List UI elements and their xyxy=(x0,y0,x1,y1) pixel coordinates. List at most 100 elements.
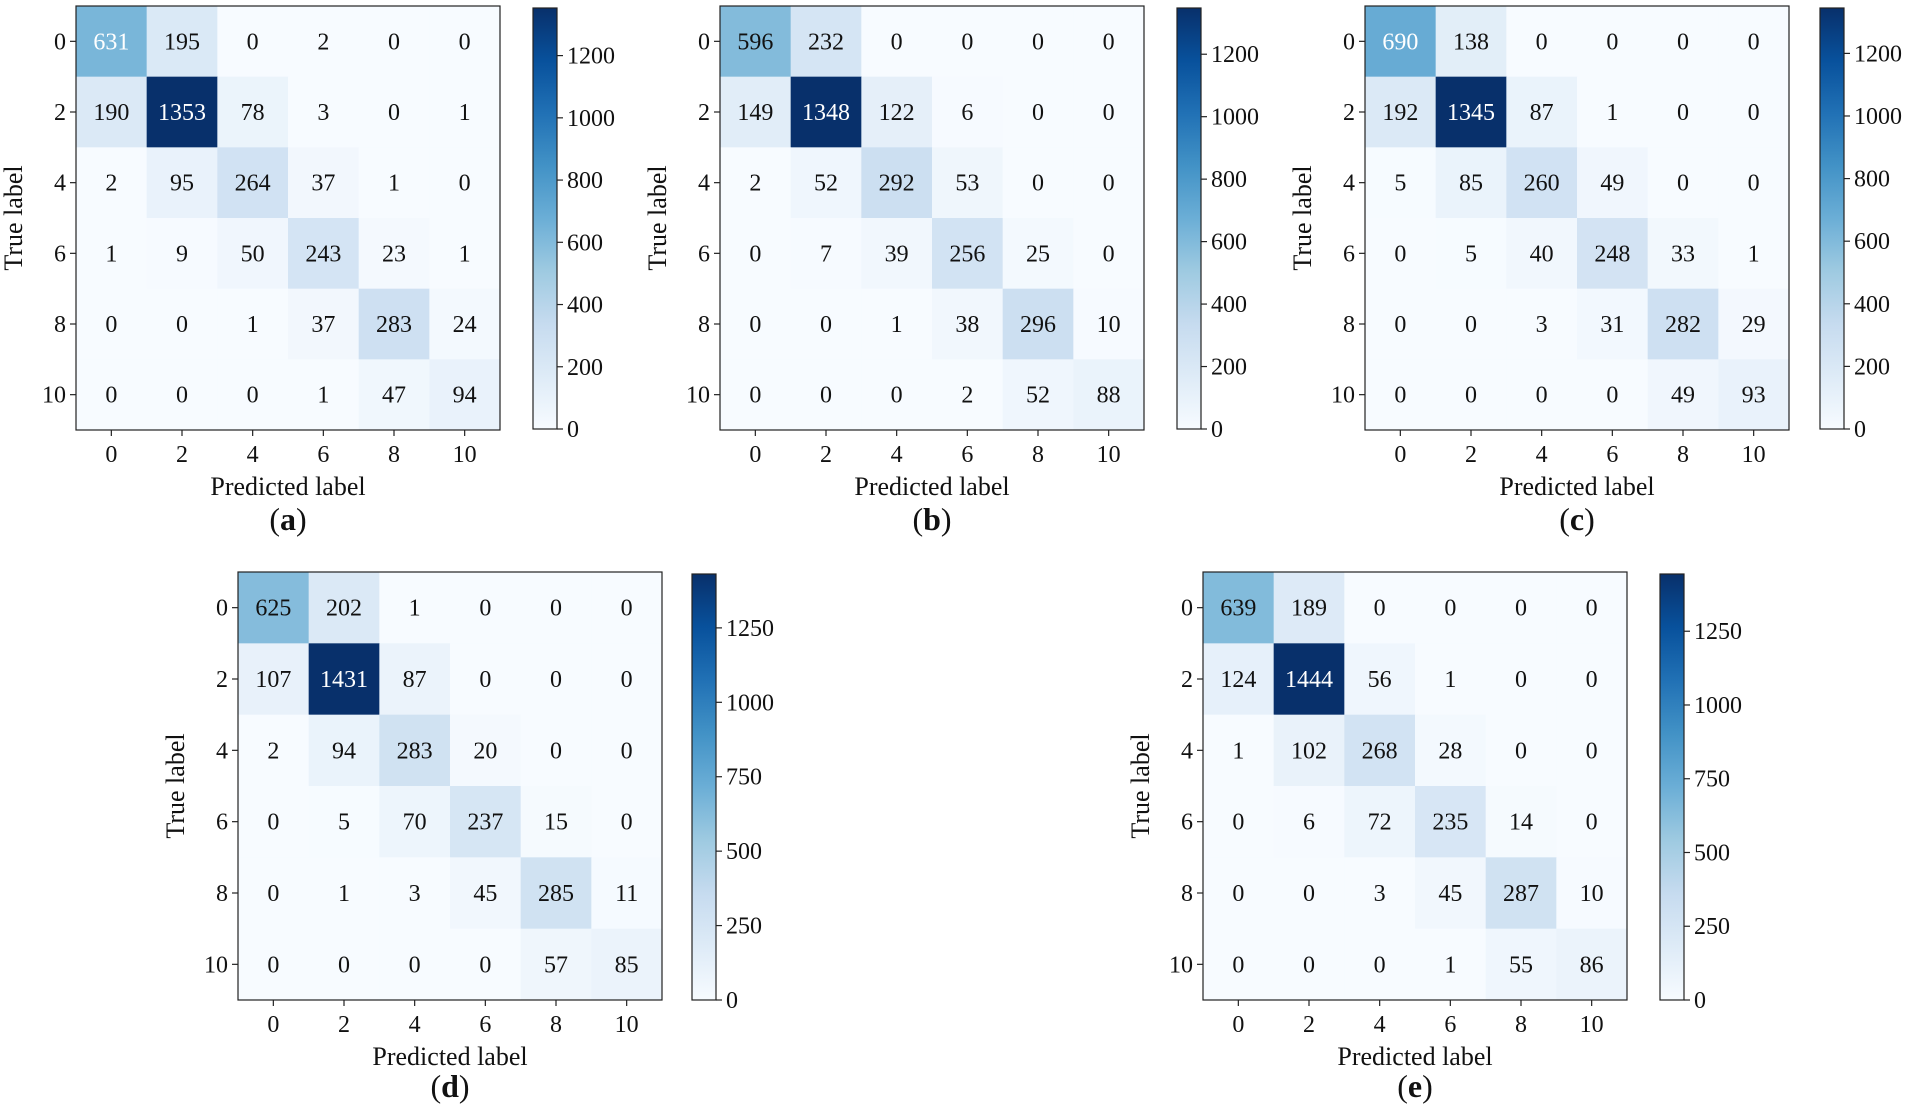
x-tick-label: 6 xyxy=(479,1012,491,1038)
cell-value-label: 0 xyxy=(176,312,188,338)
heatmap-cell xyxy=(308,714,380,787)
cell-value-label: 56 xyxy=(1368,667,1392,693)
heatmap-cell xyxy=(1577,147,1649,219)
heatmap-cell xyxy=(308,643,380,716)
heatmap-cell xyxy=(217,288,289,360)
cell-value-label: 6 xyxy=(961,100,973,126)
cell-value-label: 57 xyxy=(544,952,568,978)
colorbar-tick-label: 800 xyxy=(1854,167,1890,193)
heatmap-cell xyxy=(1073,288,1145,360)
heatmap-cell xyxy=(1344,572,1416,644)
heatmap-cell xyxy=(1647,6,1719,78)
heatmap-cell xyxy=(1073,76,1145,148)
colorbar-tick-label: 600 xyxy=(1854,229,1890,255)
y-tick-label: 0 xyxy=(698,29,710,55)
colorbar-tick-label: 1250 xyxy=(726,616,774,642)
cell-value-label: 1 xyxy=(459,241,471,267)
heatmap-cell xyxy=(1203,572,1275,644)
heatmap-cell xyxy=(1203,786,1275,858)
heatmap-cell xyxy=(1647,288,1719,360)
cell-value-label: 52 xyxy=(814,171,838,197)
heatmap-cell xyxy=(1647,76,1719,148)
heatmap-cell xyxy=(1718,76,1790,148)
heatmap-cell xyxy=(1002,147,1074,219)
x-tick-label: 8 xyxy=(1677,442,1689,468)
heatmap-cell xyxy=(217,147,289,219)
heatmap-cell xyxy=(591,786,663,858)
colorbar-tick-label: 1000 xyxy=(1854,104,1902,130)
cell-value-label: 1 xyxy=(459,100,471,126)
cell-value-label: 260 xyxy=(1524,171,1560,197)
heatmap-cell xyxy=(861,76,933,148)
heatmap-cell xyxy=(238,928,310,1001)
cell-value-label: 0 xyxy=(1748,171,1760,197)
cell-value-label: 124 xyxy=(1220,667,1256,693)
heatmap-cell xyxy=(76,147,148,219)
cell-value-label: 85 xyxy=(615,952,639,978)
heatmap-cell xyxy=(1485,572,1557,644)
colorbar-tick-label: 400 xyxy=(567,293,603,319)
y-tick-label: 2 xyxy=(1343,100,1355,126)
cell-value-label: 1 xyxy=(409,596,421,622)
cell-value-label: 0 xyxy=(1032,29,1044,55)
cell-value-label: 0 xyxy=(749,383,761,409)
cell-value-label: 0 xyxy=(1606,29,1618,55)
cell-value-label: 0 xyxy=(621,667,633,693)
cell-value-label: 0 xyxy=(1465,312,1477,338)
heatmap-cell xyxy=(1073,6,1145,78)
colorbar-tick-label: 200 xyxy=(1211,355,1247,381)
cell-value-label: 0 xyxy=(749,241,761,267)
heatmap-cell xyxy=(520,714,592,787)
cell-value-label: 33 xyxy=(1671,241,1695,267)
heatmap-cell xyxy=(288,218,360,290)
heatmap-cell xyxy=(1718,6,1790,78)
cell-value-label: 5 xyxy=(1465,241,1477,267)
cell-value-label: 2 xyxy=(105,171,117,197)
x-tick-label: 10 xyxy=(453,442,477,468)
cell-value-label: 283 xyxy=(376,312,412,338)
cell-value-label: 0 xyxy=(1032,171,1044,197)
cell-value-label: 0 xyxy=(1103,241,1115,267)
cell-value-label: 3 xyxy=(409,881,421,907)
colorbar-tick-label: 200 xyxy=(1854,354,1890,380)
heatmap-cell xyxy=(358,359,430,431)
x-tick-label: 2 xyxy=(1465,442,1477,468)
colorbar-tick-label: 0 xyxy=(726,988,738,1014)
cell-value-label: 40 xyxy=(1530,241,1554,267)
x-tick-label: 6 xyxy=(1444,1012,1456,1038)
heatmap-cell xyxy=(591,857,663,930)
y-tick-label: 8 xyxy=(698,312,710,338)
heatmap-cell xyxy=(520,786,592,858)
cell-value-label: 0 xyxy=(1677,171,1689,197)
heatmap-cell xyxy=(1577,359,1649,431)
heatmap-cell xyxy=(1415,572,1487,644)
x-tick-label: 6 xyxy=(961,442,973,468)
cell-value-label: 10 xyxy=(1580,881,1604,907)
cell-value-label: 1 xyxy=(891,312,903,338)
heatmap-cell xyxy=(790,6,862,78)
x-tick-label: 4 xyxy=(247,442,259,468)
cell-value-label: 0 xyxy=(1232,952,1244,978)
heatmap-cell xyxy=(146,147,218,219)
heatmap-cell xyxy=(217,359,289,431)
heatmap-cell xyxy=(146,218,218,290)
heatmap-cell xyxy=(1365,6,1437,78)
y-tick-label: 8 xyxy=(54,312,66,338)
y-tick-label: 0 xyxy=(54,29,66,55)
heatmap-cell xyxy=(450,928,522,1001)
y-tick-label: 10 xyxy=(1331,383,1355,409)
cell-value-label: 31 xyxy=(1600,312,1624,338)
x-tick-label: 10 xyxy=(1580,1012,1604,1038)
x-tick-label: 8 xyxy=(1032,442,1044,468)
heatmap-cell xyxy=(1485,643,1557,716)
colorbar-tick-label: 0 xyxy=(1854,417,1866,443)
cell-value-label: 631 xyxy=(93,29,129,55)
cell-value-label: 0 xyxy=(1515,738,1527,764)
heatmap-cell xyxy=(790,147,862,219)
heatmap-cell xyxy=(146,6,218,78)
cell-value-label: 285 xyxy=(538,881,574,907)
heatmap-cell xyxy=(861,288,933,360)
colorbar-tick-label: 1000 xyxy=(1211,105,1259,131)
